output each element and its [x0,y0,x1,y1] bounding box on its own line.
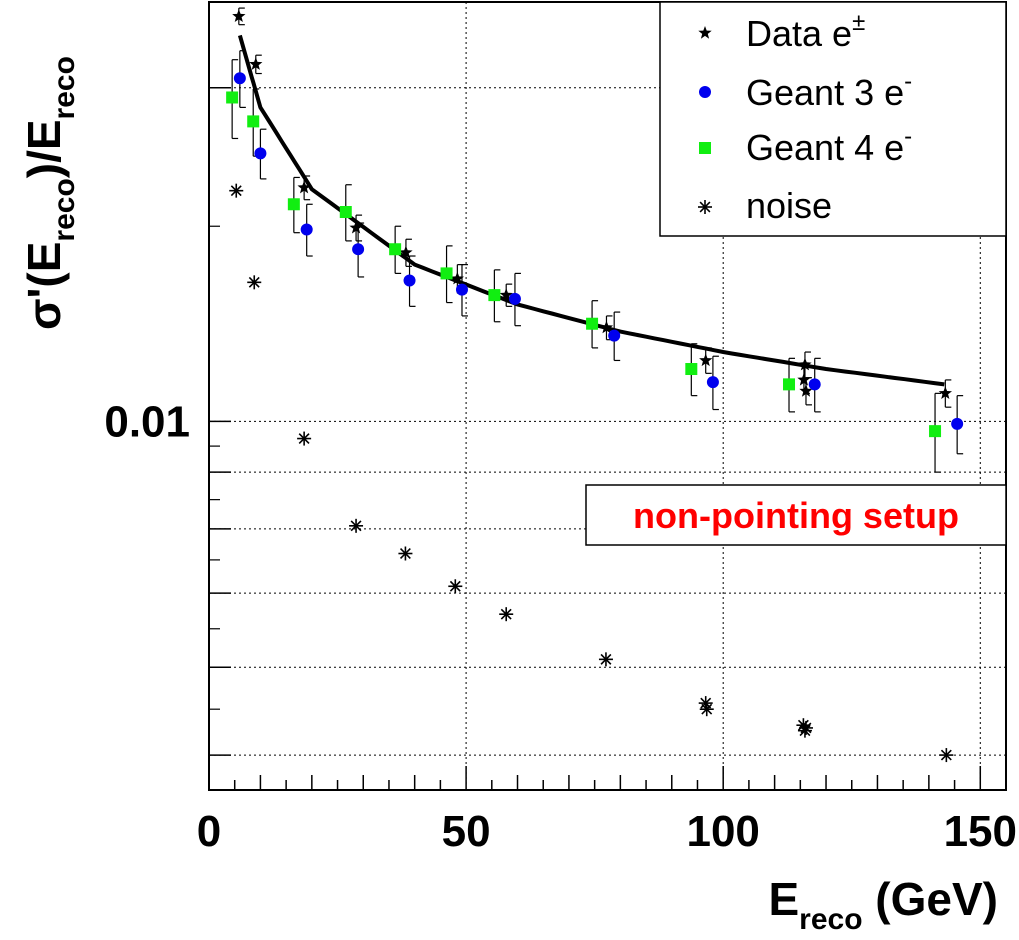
data-point-star [232,9,246,22]
legend: Data e± Geant 3 e- Geant 4 e- noise [659,1,1007,237]
data-point-star [450,271,464,285]
data-point-circle [254,147,267,160]
legend-label-noise: noise [746,185,832,226]
legend-box [659,1,1007,237]
data-point-star [249,57,263,70]
data-point-asterisk [297,431,312,446]
legend-label-geant3: Geant 3 e- [746,68,912,113]
data-point-circle [808,378,821,391]
data-point-circle [951,417,964,430]
data-point-square [247,115,260,128]
data-point-circle [608,329,621,342]
annotation: non-pointing setup [585,484,1007,546]
data-point-asterisk [699,702,714,717]
legend-marker-circle [699,86,711,98]
fit-curve-group [237,34,945,387]
data-point-asterisk [598,652,613,667]
x-tick-label: 50 [442,807,491,856]
axes: 0 50 100 150 0.01 [104,87,1017,856]
data-point-circle [508,292,521,305]
fit-curve [237,34,945,387]
data-point-asterisk [349,518,364,533]
data-point-star [699,353,713,367]
legend-label-geant4: Geant 4 e- [746,123,912,168]
data-point-star [297,180,311,194]
data-point-square [488,289,501,302]
x-axis-title: Ereco (GeV) [768,873,998,936]
data-point-circle [300,223,313,236]
data-point-asterisk [229,183,244,198]
legend-markers [698,26,712,214]
x-tick-label: 150 [944,807,1017,856]
data-point-circle [403,274,416,287]
data-point-asterisk [798,720,813,735]
data-point-circle [233,72,246,85]
data-point-asterisk [247,275,262,290]
data-point-square [389,243,402,256]
data-point-square [287,198,300,211]
legend-marker-star [698,26,712,39]
data-point-star [799,384,813,397]
data-point-star [599,320,614,334]
data-point-asterisk [398,546,413,561]
data-point-star [499,288,513,301]
legend-label-data: Data e± [746,9,865,54]
data-point-square [929,425,942,438]
x-tick-label: 100 [686,807,759,856]
data-point-circle [706,376,719,389]
data-point-square [586,317,599,330]
annotation-text: non-pointing setup [633,495,959,536]
data-point-square [685,363,698,376]
data-point-square [440,267,453,280]
data-point-asterisk [939,748,954,763]
x-tick-label: 0 [197,807,221,856]
data-point-square [783,378,796,391]
data-point-circle [352,243,365,256]
data-point-circle [455,283,468,296]
markers [226,7,964,763]
legend-marker-asterisk [698,200,712,214]
data-point-star [349,220,363,234]
data-point-star [399,245,413,259]
data-point-star [938,386,952,399]
legend-marker-square [699,142,711,154]
y-tick-label: 0.01 [104,397,190,446]
data-point-square [339,206,352,219]
annotation-box [585,484,1007,546]
data-point-star [798,357,812,371]
plot-frame [208,1,1007,791]
data-point-asterisk [499,607,514,622]
data-point-asterisk [448,579,463,594]
data-point-star [797,372,811,386]
y-axis-title: σ'(Ereco)/Ereco [18,56,81,330]
data-point-square [226,91,239,104]
